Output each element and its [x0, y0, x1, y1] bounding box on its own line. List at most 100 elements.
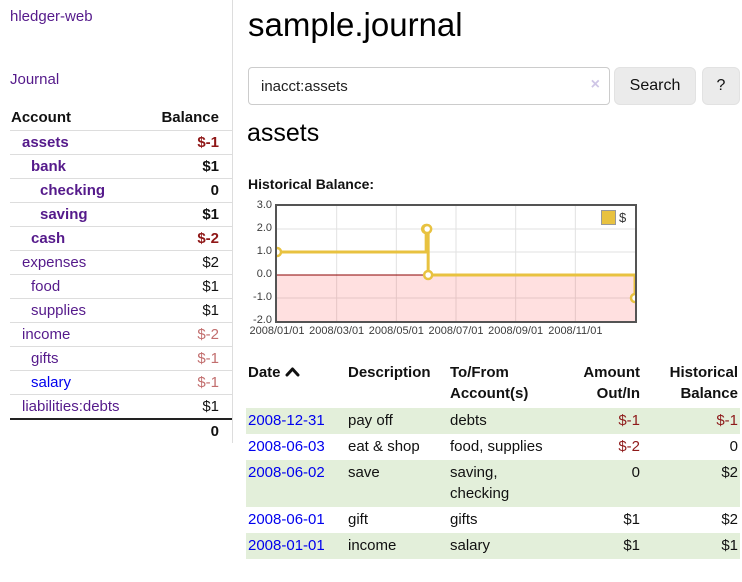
sidebar-account-link[interactable]: expenses	[22, 254, 87, 271]
account-balance: $1	[121, 394, 233, 419]
account-row: saving $1	[10, 202, 233, 227]
register-row: 2008-06-02 save saving, checking 0 $2	[246, 460, 740, 507]
account-row: supplies $1	[10, 298, 233, 323]
chart-title: Historical Balance:	[248, 176, 375, 192]
register-description-cell: save	[346, 460, 448, 507]
register-balance-cell: $1	[642, 533, 740, 559]
accounts-header-balance: Balance	[161, 109, 219, 126]
balance-chart-plot-area	[275, 204, 637, 323]
sidebar-account-link[interactable]: bank	[31, 158, 67, 175]
balance-chart-line	[277, 206, 635, 321]
account-balance: $-2	[121, 322, 233, 347]
register-accounts-cell: saving, checking	[448, 460, 562, 507]
register-date-cell: 2008-06-02	[246, 460, 346, 507]
accounts-table: Account Balance assets $-1 bank $1 checking 0…	[10, 106, 233, 443]
register-description-cell: pay off	[346, 408, 448, 434]
y-axis-tick-label: -1.0	[253, 291, 272, 303]
register-date-link[interactable]: 2008-06-01	[248, 511, 325, 528]
x-axis-tick-label: 2008/05/01	[368, 325, 424, 337]
y-axis-tick-label: 2.0	[256, 222, 272, 234]
account-row: salary $-1	[10, 370, 233, 395]
account-row: food $1	[10, 274, 233, 299]
account-row: income $-2	[10, 322, 233, 347]
sidebar-account-link[interactable]: salary	[31, 374, 72, 391]
sidebar-item-journal[interactable]: Journal	[10, 71, 60, 88]
account-row: liabilities:debts $1	[10, 394, 233, 419]
sidebar-account-link[interactable]: income	[22, 326, 71, 343]
register-accounts-cell: gifts	[450, 511, 478, 528]
x-axis-tick-label: 2008/09/01	[488, 325, 544, 337]
sidebar-account-link[interactable]: food	[31, 278, 61, 295]
app-title-link[interactable]: hledger-web	[10, 8, 93, 25]
register-amount-cell: $-1	[562, 408, 642, 434]
register-date-link[interactable]: 2008-06-03	[248, 438, 325, 455]
register-description-cell: income	[346, 533, 448, 559]
accounts-total-balance: 0	[121, 418, 233, 443]
register-balance-cell: 0	[729, 438, 738, 455]
register-balance-cell: $2	[642, 460, 740, 507]
sidebar-account-link[interactable]: saving	[40, 206, 88, 223]
register-balance-cell: $-1	[642, 408, 740, 434]
search-bar: × Search ?	[248, 67, 740, 105]
accounts-total-row: 0	[10, 418, 233, 443]
search-button[interactable]: Search	[614, 67, 696, 105]
y-axis-tick-label: 3.0	[256, 199, 272, 211]
account-row: bank $1	[10, 154, 233, 179]
y-axis-tick-label: -2.0	[253, 314, 272, 326]
register-header-amount: Amount Out/In	[583, 364, 640, 402]
sidebar-account-link[interactable]: assets	[22, 134, 69, 151]
account-balance: $1	[121, 154, 233, 179]
account-row: gifts $-1	[10, 346, 233, 371]
search-input[interactable]	[248, 67, 610, 105]
search-box: ×	[248, 67, 610, 105]
sidebar-account-link[interactable]: liabilities:debts	[22, 398, 120, 415]
account-row: checking 0	[10, 178, 233, 203]
legend-swatch-icon	[601, 210, 616, 225]
sidebar-account-link[interactable]: cash	[31, 230, 66, 247]
accounts-header-account: Account	[11, 109, 71, 126]
account-heading: assets	[247, 119, 320, 147]
register-header-accounts: To/From Account(s)	[450, 364, 529, 402]
register-header-description: Description	[348, 364, 431, 381]
clear-search-icon[interactable]: ×	[590, 76, 600, 93]
x-axis-tick-label: 2008/03/01	[309, 325, 365, 337]
y-axis-tick-label: 1.0	[256, 245, 272, 257]
register-description-cell: eat & shop	[348, 438, 420, 455]
x-axis-tick-label: 2008/01/01	[249, 325, 305, 337]
register-table: Date Description To/From Account(s) Amou…	[246, 360, 740, 559]
register-date-cell: 2008-01-01	[246, 533, 346, 559]
chart-legend: $	[599, 209, 629, 226]
register-header-row: Date Description To/From Account(s) Amou…	[246, 360, 740, 408]
register-description-cell: gift	[348, 511, 369, 528]
account-row: assets $-1	[10, 130, 233, 155]
y-axis-tick-label: 0.0	[256, 268, 272, 280]
accounts-header-row: Account Balance	[10, 106, 233, 131]
register-date-cell: 2008-12-31	[246, 408, 346, 434]
account-balance: 0	[121, 178, 233, 203]
x-axis-tick-label: 2008/11/01	[548, 325, 603, 337]
register-date-link[interactable]: 2008-06-02	[248, 464, 325, 481]
register-header-balance: Historical Balance	[669, 364, 738, 402]
account-balance: $-2	[121, 226, 233, 251]
account-row: cash $-2	[10, 226, 233, 251]
sidebar-account-link[interactable]: checking	[40, 182, 106, 199]
sidebar-account-link[interactable]: supplies	[31, 302, 87, 319]
legend-label: $	[619, 210, 627, 225]
account-balance: $-1	[121, 346, 233, 371]
register-amount-cell: 0	[562, 460, 642, 507]
register-date-link[interactable]: 2008-12-31	[248, 412, 325, 429]
sidebar-divider	[232, 0, 233, 443]
register-balance-cell: $2	[721, 511, 738, 528]
account-row: expenses $2	[10, 250, 233, 275]
help-button[interactable]: ?	[702, 67, 740, 105]
sidebar: hledger-web Journal Account Balance asse…	[0, 0, 233, 443]
x-axis-tick-label: 2008/07/01	[428, 325, 484, 337]
page-title: sample.journal	[248, 6, 463, 43]
register-row: 2008-06-03 eat & shop food, supplies $-2 0	[246, 434, 740, 460]
account-balance: $1	[121, 274, 233, 299]
account-balance: $1	[121, 202, 233, 227]
register-date-link[interactable]: 2008-01-01	[248, 537, 325, 554]
register-date-cell: 2008-06-01	[246, 507, 346, 533]
register-header-date[interactable]: Date	[246, 360, 346, 408]
sidebar-account-link[interactable]: gifts	[31, 350, 59, 367]
